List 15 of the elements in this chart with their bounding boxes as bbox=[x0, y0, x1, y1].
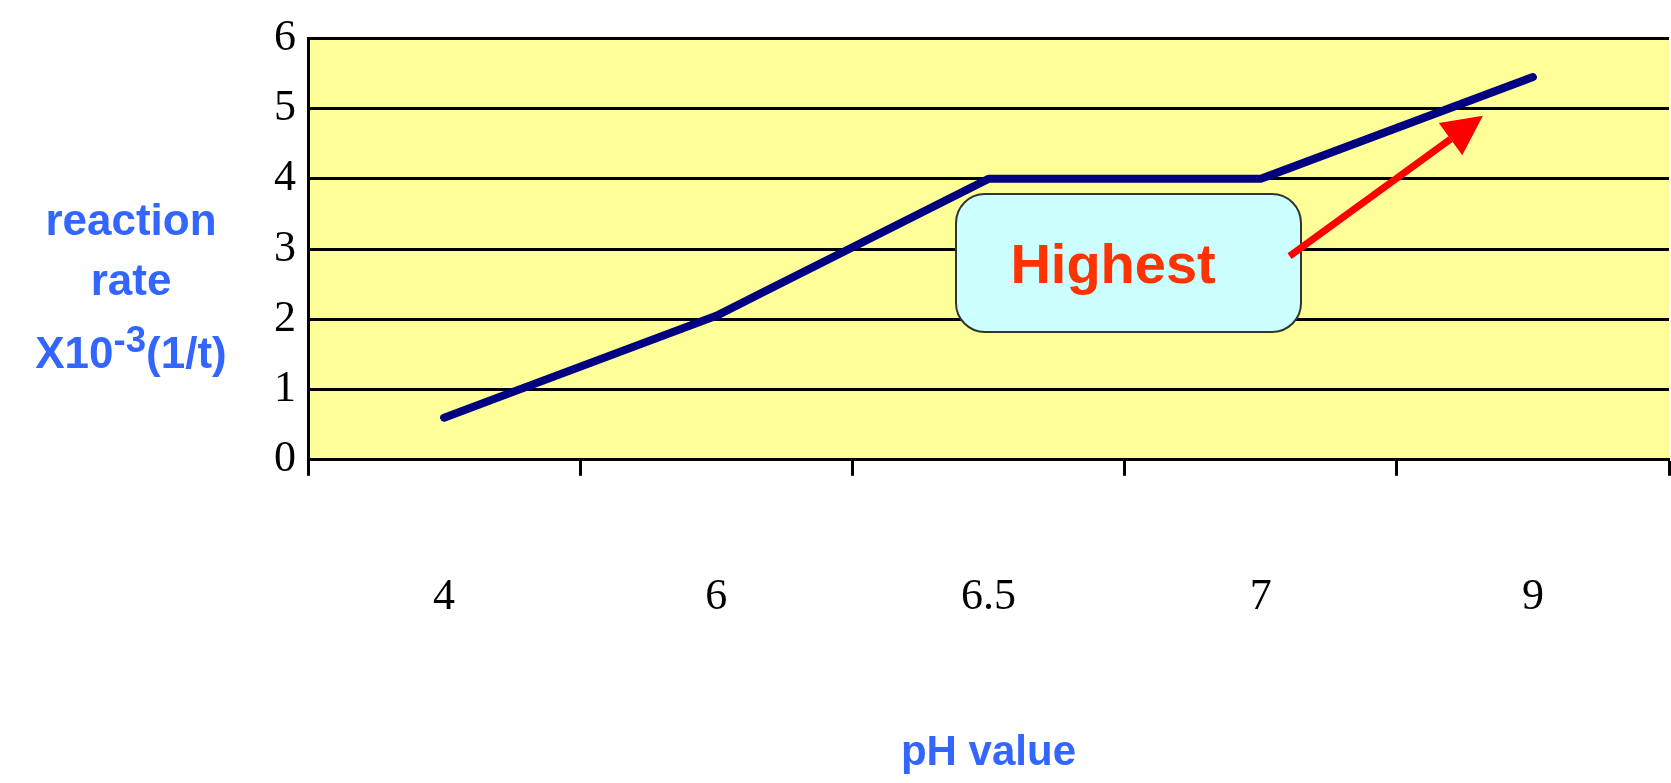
y-tick-label: 2 bbox=[274, 291, 296, 341]
x-tick-label: 6 bbox=[705, 569, 728, 619]
x-tick-label: 9 bbox=[1521, 569, 1544, 619]
annotation: Highest bbox=[954, 192, 1302, 334]
x-tick-label: 7 bbox=[1249, 569, 1272, 619]
x-tick-label: 4 bbox=[433, 569, 456, 619]
x-tick-label: 6.5 bbox=[961, 569, 1016, 619]
y-tick-label: 3 bbox=[274, 221, 296, 271]
y-tick-label: 4 bbox=[274, 151, 296, 201]
y-tick-label: 1 bbox=[274, 362, 296, 412]
y-tick-label: 0 bbox=[274, 432, 296, 482]
x-axis-title: pH value bbox=[900, 727, 1077, 775]
y-tick-label: 5 bbox=[274, 81, 296, 131]
y-tick-label: 6 bbox=[274, 10, 296, 60]
y-axis-title: reaction rate X10$^{-3}$(1/t) bbox=[34, 194, 228, 379]
